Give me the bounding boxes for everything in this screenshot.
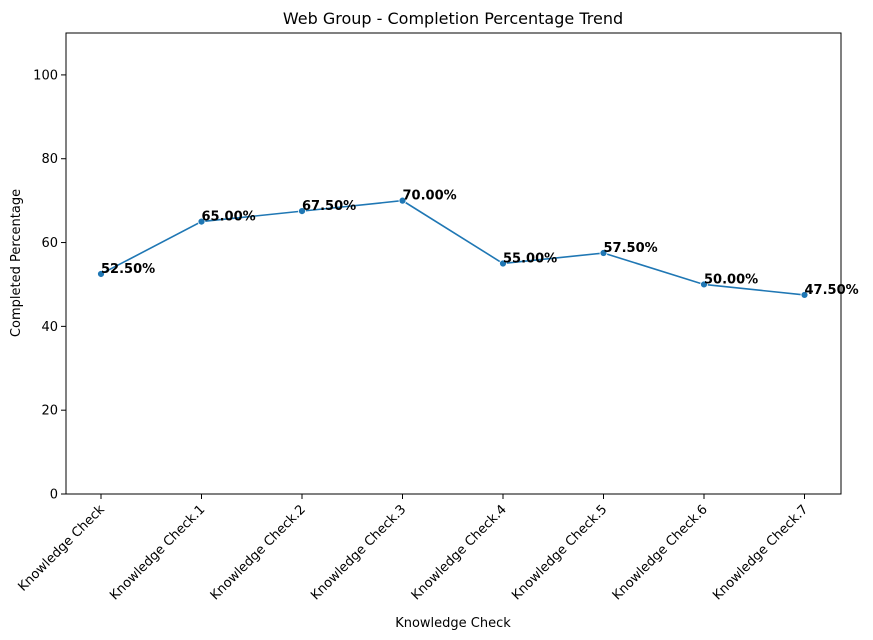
data-point	[298, 207, 306, 216]
data-label: 65.00%	[202, 210, 256, 225]
data-label: 55.00%	[503, 252, 557, 267]
y-tick-label: 40	[41, 320, 58, 335]
y-tick-label: 60	[41, 236, 58, 251]
data-label: 70.00%	[403, 189, 457, 204]
y-tick-label: 80	[41, 152, 58, 167]
x-tick-label: Knowledge Check	[15, 502, 108, 595]
chart-title: Web Group - Completion Percentage Trend	[283, 9, 623, 28]
y-axis-label: Completed Percentage	[9, 189, 24, 337]
y-tick-label: 100	[33, 68, 58, 83]
plot-area	[65, 32, 842, 495]
x-tick-label: Knowledge Check.2	[208, 502, 309, 603]
data-labels: 52.50% 65.00% 67.50% 70.00% 55.00% 57.50% 50.0…	[101, 189, 859, 298]
x-tick-label: Knowledge Check.4	[409, 502, 510, 603]
data-point	[599, 249, 608, 257]
data-point	[197, 217, 206, 226]
data-label: 67.50%	[302, 199, 356, 214]
x-axis-label: Knowledge Check	[395, 616, 511, 631]
data-label: 47.50%	[805, 283, 859, 298]
data-point	[398, 196, 407, 205]
x-tick-label: Knowledge Check.6	[610, 502, 711, 603]
y-axis: 0 20 40 60 80 100	[33, 68, 66, 503]
data-point	[97, 270, 105, 278]
data-point	[700, 280, 708, 289]
data-label: 50.00%	[704, 272, 758, 287]
data-label: 52.50%	[101, 262, 155, 277]
y-tick-label: 0	[50, 488, 58, 503]
x-axis: Knowledge Check Knowledge Check.1 Knowledg…	[15, 494, 811, 603]
data-point	[499, 259, 507, 268]
series-line	[100, 199, 805, 296]
x-tick-label: Knowledge Check.3	[308, 502, 409, 603]
data-points	[97, 196, 809, 299]
y-tick-label: 20	[41, 404, 58, 419]
x-tick-label: Knowledge Check.5	[509, 502, 610, 603]
x-tick-label: Knowledge Check.1	[107, 502, 208, 603]
x-tick-label: Knowledge Check.7	[710, 502, 811, 603]
data-label: 57.50%	[604, 241, 658, 256]
data-point	[800, 291, 809, 299]
